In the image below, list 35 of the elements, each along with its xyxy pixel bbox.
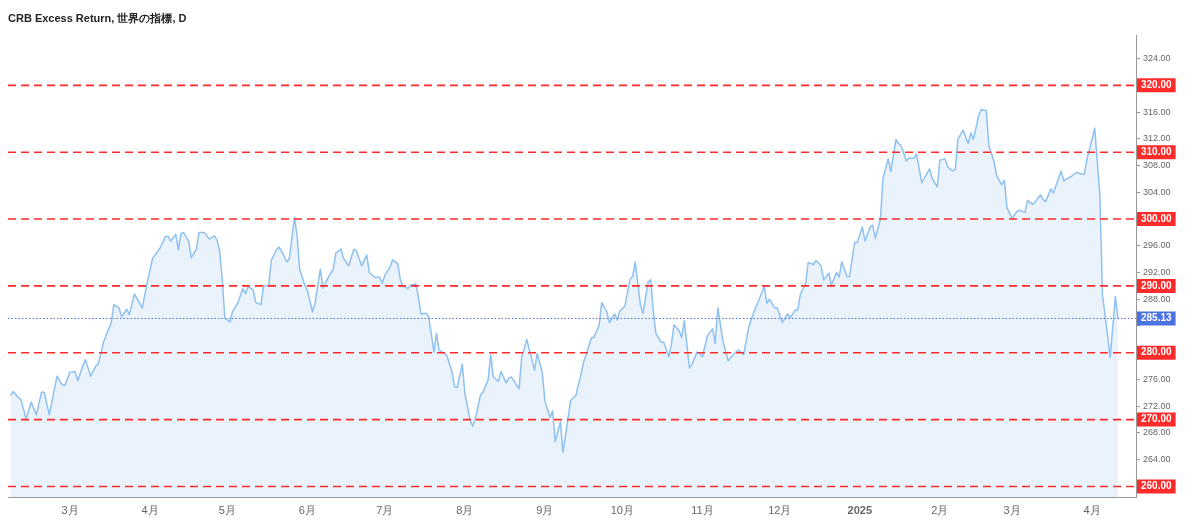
x-tick-label: 11月: [691, 504, 714, 517]
ref-line-label: 290.00: [1141, 279, 1173, 291]
y-tick-label: 304.00: [1143, 186, 1171, 197]
ref-line-label: 285.13: [1141, 312, 1173, 324]
ref-line-label: 300.00: [1141, 212, 1173, 224]
y-tick-label: 324.00: [1143, 53, 1171, 64]
ref-line-label: 260.00: [1141, 480, 1173, 492]
y-tick-label: 296.00: [1143, 240, 1171, 251]
y-tick-label: 292.00: [1143, 267, 1171, 277]
ref-line-label: 270.00: [1141, 413, 1173, 425]
y-tick-label: 264.00: [1143, 454, 1171, 465]
x-tick-label: 5月: [218, 504, 236, 517]
x-tick-label: 2025: [847, 504, 873, 517]
y-tick-label: 288.00: [1143, 293, 1171, 304]
y-tick-label: 312.00: [1143, 133, 1171, 144]
ref-line-label: 280.00: [1141, 346, 1173, 358]
y-tick-label: 268.00: [1143, 427, 1171, 438]
x-tick-label: 9月: [536, 504, 554, 517]
y-tick-label: 276.00: [1143, 373, 1171, 384]
x-tick-label: 10月: [610, 504, 634, 517]
x-tick-label: 2月: [931, 504, 949, 517]
x-tick-label: 12月: [768, 504, 792, 517]
chart-title: CRB Excess Return, 世界の指標, D: [8, 11, 187, 24]
x-tick-label: 7月: [376, 504, 394, 517]
ref-line-label: 310.00: [1141, 145, 1173, 157]
ref-line-label: 320.00: [1141, 79, 1173, 91]
y-tick-label: 272.00: [1143, 400, 1171, 411]
x-tick-label: 8月: [456, 504, 474, 517]
x-tick-label: 4月: [141, 504, 159, 517]
x-tick-label: 3月: [61, 504, 79, 517]
x-tick-label: 6月: [298, 504, 316, 517]
x-tick-label: 3月: [1003, 504, 1021, 517]
y-tick-label: 316.00: [1143, 106, 1171, 117]
x-tick-label: 4月: [1083, 504, 1101, 517]
y-tick-label: 308.00: [1143, 160, 1171, 171]
